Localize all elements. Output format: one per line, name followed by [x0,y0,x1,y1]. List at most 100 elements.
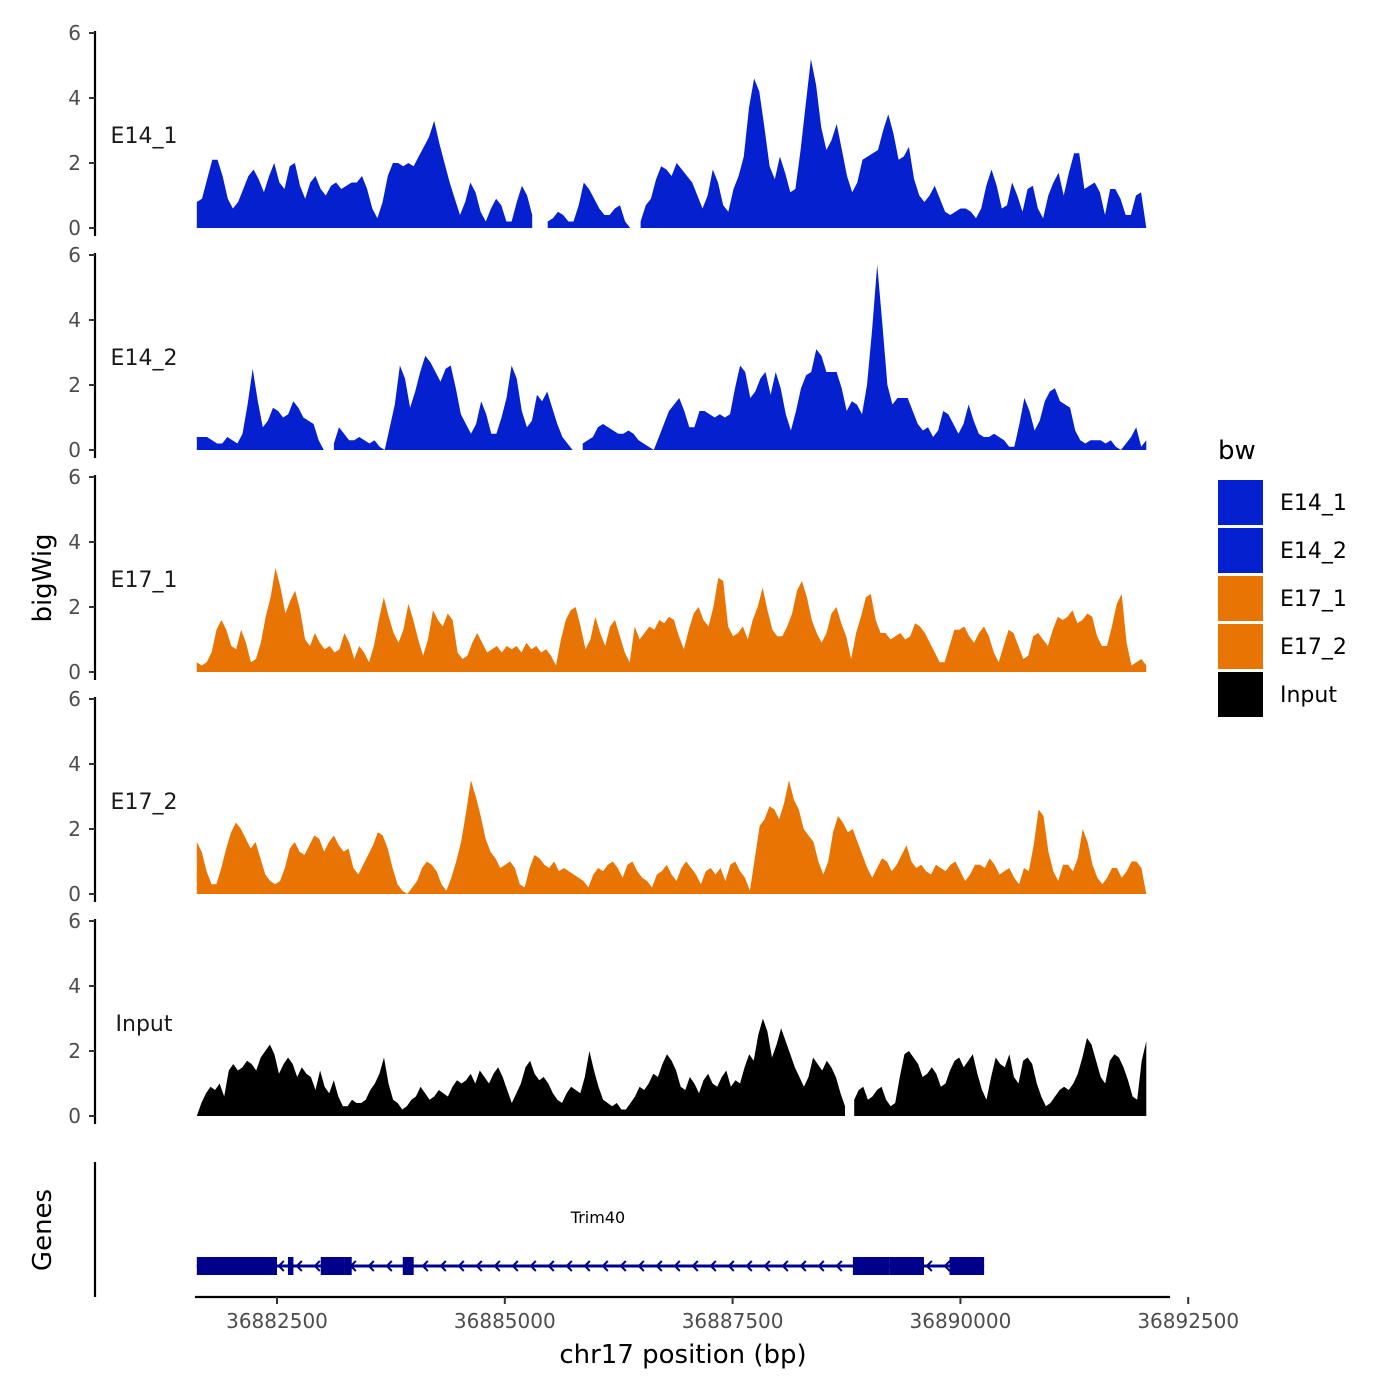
y-tick-label: 6 [68,687,81,711]
track-label: E17_1 [111,568,178,593]
y-tick-label: 2 [68,373,81,397]
track-input: 0 2 4 6 Input [68,909,1147,1128]
x-tick-label: 36890000 [910,1309,1012,1333]
track-label: E14_2 [111,346,178,371]
gene-exon [852,1257,890,1275]
y-tick-label: 6 [68,465,81,489]
y-tick-label: 2 [68,817,81,841]
legend-swatch-e14-2 [1218,528,1263,573]
strand-arrow [439,1260,447,1272]
track-e17-2: 0 2 4 6 E17_2 [68,687,1147,906]
track-label: E17_2 [111,790,178,815]
legend-swatch-e17-1 [1218,576,1263,621]
y-tick-label: 4 [68,974,81,998]
gene-exon [949,1257,985,1275]
strand-arrow [457,1260,465,1272]
strand-arrow [799,1260,807,1272]
x-axis: 36882500 36885000 36887500 36890000 36892500 [195,1295,1239,1333]
strand-arrow [565,1260,573,1272]
strand-arrow [601,1260,609,1272]
y-tick-label: 6 [68,21,81,45]
strand-arrow [475,1260,483,1272]
signal-area-e14-2 [196,368,324,450]
y-tick-label: 2 [68,151,81,175]
x-tick-label: 36892500 [1137,1309,1239,1333]
track-e14-2: 0 2 4 6 E14_2 [68,243,1147,462]
gene-exon [196,1257,278,1275]
y-tick-label: 4 [68,530,81,554]
y-tick-label: 6 [68,909,81,933]
gene-exon [320,1257,345,1275]
y-tick-label: 0 [68,660,81,684]
strand-arrow [493,1260,501,1272]
strand-arrow [745,1260,753,1272]
strand-arrow [547,1260,555,1272]
x-tick-label: 36882500 [226,1309,328,1333]
signal-area-input [854,1038,1147,1116]
y-tick-label: 4 [68,86,81,110]
legend-swatch-e17-2 [1218,624,1263,669]
strand-arrow [781,1260,789,1272]
x-tick-label: 36885000 [454,1309,556,1333]
y-tick-label: 4 [68,308,81,332]
strand-arrow [709,1260,717,1272]
strand-arrow [925,1260,933,1272]
track-label: Input [116,1012,173,1037]
strand-arrow [619,1260,627,1272]
y-tick-label: 6 [68,243,81,267]
track-e14-1: 0 2 4 6 E14_1 [68,21,1147,240]
strand-arrow [367,1260,375,1272]
strand-arrow [277,1260,285,1272]
strand-arrow [835,1260,843,1272]
signal-area-e17-2 [196,780,1147,894]
gene-exon [889,1257,924,1275]
x-tick-label: 36887500 [682,1309,784,1333]
strand-arrow [673,1260,681,1272]
legend: bw E14_1 E14_2 E17_1 E17_2 Input [1218,436,1347,717]
legend-label-e17-1: E17_1 [1280,587,1347,612]
gene-track: Trim40 [93,1162,985,1297]
signal-area-e14-2 [582,264,1147,450]
gene-exon [344,1257,352,1275]
strand-arrow [313,1260,321,1272]
strand-arrow [511,1260,519,1272]
y-tick-label: 0 [68,438,81,462]
y-tick-label: 0 [68,882,81,906]
track-e17-1: 0 2 4 6 E17_1 [68,465,1147,684]
strand-arrow [295,1260,303,1272]
strand-arrow [583,1260,591,1272]
gene-name-label: Trim40 [570,1208,625,1227]
y-axis-title: bigWig [28,533,58,622]
strand-arrow [637,1260,645,1272]
x-axis-title: chr17 position (bp) [559,1340,806,1370]
legend-label-e17-2: E17_2 [1280,635,1347,660]
strand-arrow [727,1260,735,1272]
strand-arrow [529,1260,537,1272]
genes-axis-title: Genes [28,1189,58,1271]
track-label: E14_1 [111,124,178,149]
legend-title: bw [1218,436,1256,466]
strand-arrow [943,1260,951,1272]
signal-area-e14-1 [640,59,1147,228]
y-tick-label: 2 [68,595,81,619]
strand-arrow [817,1260,825,1272]
signal-area-e17-1 [196,568,1147,672]
legend-label-e14-1: E14_1 [1280,491,1347,516]
strand-arrow [421,1260,429,1272]
strand-arrow [691,1260,699,1272]
gene-exon [402,1257,414,1275]
signal-area-input [196,1018,846,1116]
signal-area-e14-1 [547,182,631,228]
gene-exon [287,1257,294,1275]
signal-area-e14-2 [333,355,573,450]
legend-label-e14-2: E14_2 [1280,539,1347,564]
y-tick-label: 2 [68,1039,81,1063]
legend-swatch-input [1218,672,1263,717]
y-tick-label: 0 [68,216,81,240]
y-tick-label: 0 [68,1104,81,1128]
y-tick-label: 4 [68,752,81,776]
bigwig-tracks: 0 2 4 6 E14_1 0 2 4 6 E14_2 0 2 4 6 E17_1 0 2 4 6 E17_2 0 2 4 6… [68,21,1147,1128]
signal-area-e14-1 [196,120,533,228]
strand-arrow [655,1260,663,1272]
